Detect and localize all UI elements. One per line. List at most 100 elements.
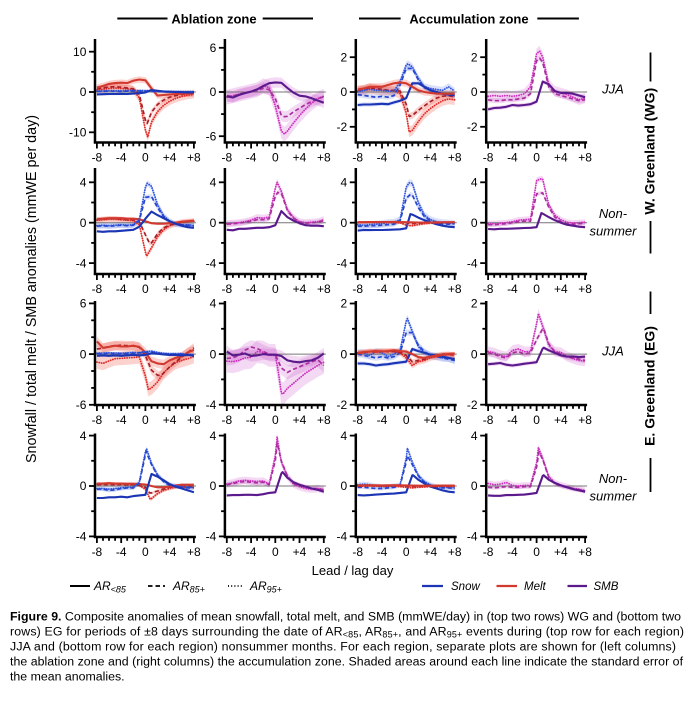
svg-text:4: 4 <box>210 176 217 190</box>
svg-text:+8: +8 <box>187 545 201 559</box>
svg-text:-8: -8 <box>221 282 232 296</box>
svg-text:4: 4 <box>471 176 478 190</box>
svg-text:0: 0 <box>403 545 410 559</box>
svg-text:the mean anomalies.: the mean anomalies. <box>10 670 125 684</box>
svg-text:-8: -8 <box>352 151 363 165</box>
svg-text:-4: -4 <box>246 545 257 559</box>
svg-text:+4: +4 <box>554 545 568 559</box>
svg-text:+8: +8 <box>448 545 462 559</box>
svg-text:4: 4 <box>341 429 348 443</box>
svg-text:-4: -4 <box>116 413 127 427</box>
svg-text:0: 0 <box>341 85 348 99</box>
svg-text:-4: -4 <box>507 282 518 296</box>
svg-text:+4: +4 <box>293 282 307 296</box>
svg-text:+8: +8 <box>448 413 462 427</box>
svg-text:-10: -10 <box>69 126 87 140</box>
svg-text:rows) EG for periods of ±8 day: rows) EG for periods of ±8 days surround… <box>10 625 684 640</box>
svg-text:6: 6 <box>210 41 217 55</box>
svg-text:2: 2 <box>341 50 348 64</box>
svg-text:0: 0 <box>142 413 149 427</box>
svg-text:-4: -4 <box>246 282 257 296</box>
svg-text:0: 0 <box>210 85 217 99</box>
svg-text:SMB: SMB <box>594 581 619 593</box>
svg-text:0: 0 <box>142 151 149 165</box>
svg-text:+8: +8 <box>578 413 592 427</box>
svg-text:JJA: JJA <box>601 82 624 97</box>
svg-text:-8: -8 <box>483 413 494 427</box>
svg-text:-8: -8 <box>92 151 103 165</box>
svg-text:-4: -4 <box>116 545 127 559</box>
svg-text:0: 0 <box>533 282 540 296</box>
svg-text:0: 0 <box>403 413 410 427</box>
svg-text:2: 2 <box>471 50 478 64</box>
svg-text:-4: -4 <box>377 545 388 559</box>
svg-text:0: 0 <box>471 479 478 493</box>
svg-text:-4: -4 <box>377 151 388 165</box>
svg-text:-4: -4 <box>377 413 388 427</box>
svg-text:JJA and (bottom row for each r: JJA and (bottom row for each region) non… <box>10 640 676 654</box>
svg-text:+4: +4 <box>424 151 438 165</box>
svg-text:JJA: JJA <box>601 344 624 359</box>
svg-text:summer: summer <box>590 489 638 504</box>
svg-text:0: 0 <box>210 479 217 493</box>
svg-text:4: 4 <box>80 176 87 190</box>
svg-text:0: 0 <box>80 85 87 99</box>
svg-text:+4: +4 <box>554 151 568 165</box>
svg-text:4: 4 <box>210 297 217 311</box>
svg-text:+4: +4 <box>293 545 307 559</box>
svg-text:0: 0 <box>80 479 87 493</box>
svg-text:Non-: Non- <box>599 471 628 486</box>
svg-text:Snow: Snow <box>451 581 480 593</box>
svg-text:-2: -2 <box>467 398 478 412</box>
svg-text:-4: -4 <box>206 398 217 412</box>
svg-text:Snowfall / total melt / SMB an: Snowfall / total melt / SMB anomalies (m… <box>24 115 40 463</box>
svg-text:Lead / lag day: Lead / lag day <box>312 563 394 578</box>
svg-text:+4: +4 <box>163 282 177 296</box>
svg-text:+8: +8 <box>187 413 201 427</box>
svg-text:0: 0 <box>533 413 540 427</box>
svg-text:-4: -4 <box>507 545 518 559</box>
svg-text:+4: +4 <box>424 282 438 296</box>
svg-text:0: 0 <box>272 413 279 427</box>
svg-text:-8: -8 <box>92 413 103 427</box>
svg-text:+4: +4 <box>424 545 438 559</box>
svg-text:4: 4 <box>80 429 87 443</box>
svg-text:-4: -4 <box>246 413 257 427</box>
svg-text:-8: -8 <box>221 151 232 165</box>
svg-text:+8: +8 <box>317 151 331 165</box>
svg-text:-4: -4 <box>116 282 127 296</box>
svg-text:+8: +8 <box>187 282 201 296</box>
svg-text:+8: +8 <box>317 545 331 559</box>
svg-text:-8: -8 <box>352 282 363 296</box>
svg-text:0: 0 <box>210 216 217 230</box>
svg-text:W. Greenland (WG): W. Greenland (WG) <box>642 88 658 215</box>
svg-text:-4: -4 <box>116 151 127 165</box>
svg-text:-8: -8 <box>221 545 232 559</box>
svg-text:2: 2 <box>471 297 478 311</box>
svg-text:the ablation zone and (right c: the ablation zone and (right columns) th… <box>10 655 684 669</box>
svg-text:-8: -8 <box>92 282 103 296</box>
svg-text:-2: -2 <box>467 120 478 134</box>
svg-text:+4: +4 <box>163 545 177 559</box>
svg-text:0: 0 <box>272 151 279 165</box>
svg-text:4: 4 <box>471 429 478 443</box>
svg-text:4: 4 <box>341 176 348 190</box>
svg-text:+4: +4 <box>293 151 307 165</box>
svg-text:-8: -8 <box>221 413 232 427</box>
svg-text:0: 0 <box>471 347 478 361</box>
svg-text:0: 0 <box>341 479 348 493</box>
svg-text:+4: +4 <box>554 282 568 296</box>
svg-text:Figure 9. Composite anomalies: Figure 9. Composite anomalies of mean sn… <box>10 610 681 624</box>
svg-text:-4: -4 <box>377 282 388 296</box>
svg-text:+8: +8 <box>578 545 592 559</box>
svg-text:-8: -8 <box>483 282 494 296</box>
svg-text:0: 0 <box>341 347 348 361</box>
svg-text:0: 0 <box>272 545 279 559</box>
svg-text:0: 0 <box>142 545 149 559</box>
svg-text:0: 0 <box>471 85 478 99</box>
svg-text:-8: -8 <box>483 545 494 559</box>
svg-text:+8: +8 <box>317 282 331 296</box>
svg-text:0: 0 <box>533 545 540 559</box>
svg-text:+4: +4 <box>163 151 177 165</box>
svg-text:0: 0 <box>471 216 478 230</box>
